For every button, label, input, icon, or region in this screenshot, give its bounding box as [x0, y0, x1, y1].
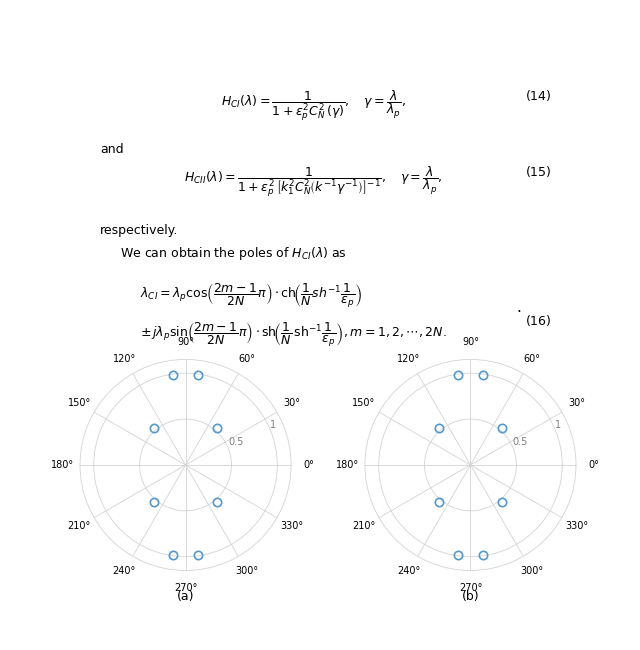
Text: $.$: $.$ — [516, 300, 522, 315]
Text: $(15)$: $(15)$ — [525, 164, 551, 179]
Text: $H_{CI}(\lambda) = \dfrac{1}{1 + \varepsilon_p^2 C_N^2\,(\gamma)}, \quad \gamma : $H_{CI}(\lambda) = \dfrac{1}{1 + \vareps… — [221, 88, 406, 123]
Text: and: and — [100, 143, 124, 156]
Title: (b): (b) — [461, 590, 479, 603]
Text: $\lambda_{CI} = \lambda_p \cos\!\left(\dfrac{2m-1}{2N}\pi\right) \cdot \mathrm{c: $\lambda_{CI} = \lambda_p \cos\!\left(\d… — [140, 281, 362, 309]
Text: $H_{CII}(\lambda) = \dfrac{1}{1 + \varepsilon_p^2\,\left[k_1^2 C_N^2\left(k^{-1}: $H_{CII}(\lambda) = \dfrac{1}{1 + \varep… — [184, 164, 442, 199]
Title: (a): (a) — [177, 590, 195, 603]
Text: $(16)$: $(16)$ — [525, 313, 551, 328]
Text: $\pm\, j\lambda_p \sin\!\left(\dfrac{2m-1}{2N}\pi\right) \cdot \mathrm{sh}\!\lef: $\pm\, j\lambda_p \sin\!\left(\dfrac{2m-… — [140, 321, 446, 349]
Text: $(14)$: $(14)$ — [525, 88, 551, 103]
Text: We can obtain the poles of $H_{CI}(\lambda)$ as: We can obtain the poles of $H_{CI}(\lamb… — [120, 245, 346, 262]
Text: respectively.: respectively. — [100, 224, 178, 237]
